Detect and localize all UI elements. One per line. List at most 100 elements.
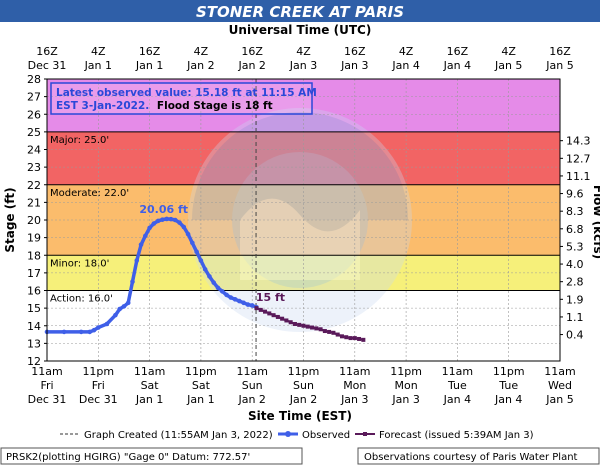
observed-point	[190, 240, 195, 246]
footer: PRSK2(plotting HGIRG) "Gage 0" Datum: 77…	[0, 447, 600, 465]
flood-stage-text: Flood Stage is 18 ft	[157, 100, 273, 112]
x-tick-label-day: Wed	[548, 379, 572, 392]
x-tick-label-day: Fri	[40, 379, 53, 392]
x-tick-label-date: Jan 1	[135, 393, 163, 406]
observed-point	[121, 304, 127, 309]
observed-point	[87, 329, 93, 335]
observed-point	[96, 325, 101, 330]
top-tick-label-date: Jan 5	[545, 59, 573, 72]
flood-line-label: Major: 25.0'	[50, 135, 109, 146]
observed-point	[207, 274, 212, 279]
x-tick-label-time: 11am	[31, 365, 62, 378]
flow-tick-label: 1.9	[566, 293, 584, 306]
observed-point	[91, 327, 97, 333]
forecast-point	[310, 325, 315, 330]
x-tick-label-time: 11pm	[82, 365, 114, 378]
forecast-point	[339, 334, 344, 339]
y-tick-label: 26	[27, 108, 41, 121]
x-tick-label-day: Sat	[192, 379, 211, 392]
flow-tick-label: 6.8	[566, 223, 584, 236]
x-tick-label-day: Sun	[293, 379, 314, 392]
observed-point	[198, 258, 204, 263]
top-tick-label-time: 16Z	[549, 45, 571, 58]
top-tick-label-date: Jan 5	[494, 59, 522, 72]
y-axis-title: Stage (ft)	[3, 187, 17, 252]
observed-point	[143, 233, 148, 239]
flow-tick-label: 8.3	[566, 205, 584, 218]
y-tick-label: 28	[27, 73, 41, 86]
observed-point	[211, 280, 217, 285]
forecast-point	[292, 321, 297, 326]
flow-tick-label: 11.1	[566, 170, 591, 183]
footer-courtesy: Observations courtesy of Paris Water Pla…	[364, 452, 578, 463]
axes-labels: 12 13 14 15 16 17 18 19 20 21 22 23 24 25 26 27 28 14.3 12…	[27, 45, 591, 406]
y-tick-label: 14	[27, 320, 41, 333]
forecast-point	[301, 323, 306, 328]
flow-tick-label: 9.6	[566, 188, 584, 201]
flood-line-label: Minor: 18.0'	[50, 258, 109, 269]
x-tick-label-day: Mon	[394, 379, 417, 392]
x-tick-label-time: 11am	[134, 365, 165, 378]
x-tick-label-day: Tue	[447, 379, 467, 392]
observed-point	[181, 224, 187, 230]
forecast-point	[335, 332, 340, 337]
x-tick-label-time: 11am	[236, 365, 267, 378]
observed-point	[232, 297, 238, 302]
forecast-point	[331, 330, 336, 335]
observed-point	[134, 258, 140, 263]
top-tick-label-date: Jan 3	[340, 59, 368, 72]
top-tick-label-date: Jan 3	[289, 59, 317, 72]
x-tick-label-date: Jan 3	[391, 393, 419, 406]
observed-point	[155, 218, 161, 224]
observed-point	[241, 300, 246, 306]
forecast-point	[352, 336, 357, 341]
y-tick-label: 18	[27, 249, 41, 262]
flow-tick-label: 0.4	[566, 329, 584, 342]
top-tick-label-time: 16Z	[344, 45, 366, 58]
forecast-point	[314, 326, 319, 331]
observed-point	[125, 300, 131, 306]
svg-text:EST 3-Jan-2022. Flood St: EST 3-Jan-2022. Flood Stage is 18 ft	[56, 100, 273, 112]
x-tick-label-date: Dec 31	[79, 393, 118, 406]
forecast-point	[263, 309, 268, 314]
observed-point	[215, 285, 221, 291]
x-tick-label-day: Sun	[242, 379, 263, 392]
y2-axis-title: Flow (kcfs)	[591, 185, 600, 259]
flow-tick-label: 4.0	[566, 258, 584, 271]
x-tick-label-time: 11am	[544, 365, 575, 378]
observed-point	[219, 289, 225, 294]
x-tick-label-day: Fri	[92, 379, 105, 392]
y-tick-label: 19	[27, 232, 41, 245]
latest-value-line2a: EST 3-Jan-2022.	[56, 100, 149, 112]
forecast-point	[275, 314, 280, 319]
footer-datum: PRSK2(plotting HGIRG) "Gage 0" Datum: 77…	[6, 452, 250, 463]
forecast-point	[280, 316, 285, 321]
forecast-point	[297, 322, 302, 327]
legend-forecast-marker	[363, 432, 367, 436]
y-tick-label: 27	[27, 91, 41, 104]
top-tick-label-time: 16Z	[36, 45, 58, 58]
observed-point	[104, 321, 110, 327]
top-tick-label-date: Dec 31	[28, 59, 67, 72]
x-tick-label-date: Jan 2	[237, 393, 265, 406]
peak-label: 20.06 ft	[139, 203, 188, 216]
latest-value-line1: Latest observed value: 15.18 ft at 11:15…	[56, 87, 317, 99]
x-tick-label-time: 11pm	[390, 365, 422, 378]
title-bar	[0, 0, 600, 22]
top-tick-label-time: 4Z	[296, 45, 311, 58]
x-tick-label-day: Tue	[498, 379, 518, 392]
forecast-point	[357, 336, 362, 341]
legend-forecast: Forecast (issued 5:39AM Jan 3)	[379, 430, 534, 441]
observed-point	[138, 242, 144, 247]
forecast-start-label: 15 ft	[256, 291, 285, 304]
observed-point	[164, 216, 169, 222]
observed-point	[202, 267, 208, 272]
forecast-point	[305, 324, 310, 329]
forecast-point	[267, 311, 272, 316]
x-tick-label-date: Jan 4	[494, 393, 522, 406]
y-tick-label: 25	[27, 126, 41, 139]
top-tick-label-date: Jan 4	[391, 59, 419, 72]
top-tick-label-time: 4Z	[194, 45, 209, 58]
y-tick-label: 17	[27, 267, 41, 280]
